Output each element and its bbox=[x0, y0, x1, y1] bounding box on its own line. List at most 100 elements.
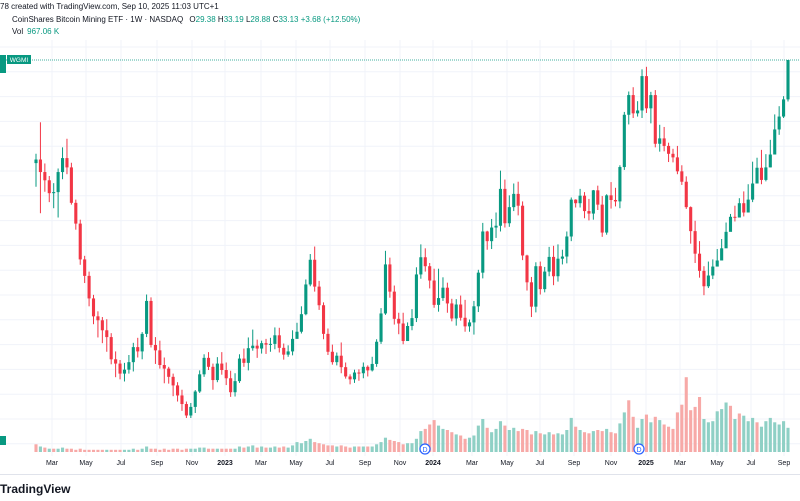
candle-body bbox=[410, 318, 414, 326]
volume-bar bbox=[419, 431, 423, 452]
x-tick-label: 2023 bbox=[217, 460, 233, 467]
x-tick-label: Sep bbox=[778, 460, 791, 467]
volume-bar bbox=[525, 430, 529, 452]
candle-body bbox=[759, 167, 764, 180]
candle-body bbox=[202, 357, 206, 375]
candle-body bbox=[153, 344, 157, 351]
candle-body bbox=[233, 381, 237, 393]
candle-body bbox=[450, 303, 454, 319]
volume-bar bbox=[167, 449, 171, 452]
candle-body bbox=[640, 76, 644, 111]
volume-bar bbox=[649, 422, 653, 452]
symbol-name[interactable]: CoinShares Bitcoin Mining ETF · 1W · NAS… bbox=[12, 15, 184, 24]
volume-bar bbox=[503, 425, 507, 452]
candle-body bbox=[273, 335, 277, 344]
volume-legend: Vol 967.06 K bbox=[12, 26, 59, 38]
candle-body bbox=[291, 338, 295, 352]
candle-body bbox=[180, 395, 184, 405]
candle-body bbox=[56, 172, 60, 193]
price-tag[interactable]: WGMI bbox=[7, 55, 31, 64]
footer: TradingView bbox=[0, 474, 800, 501]
volume-bar bbox=[220, 448, 224, 452]
candle-body bbox=[737, 203, 741, 218]
x-tick-label: Nov bbox=[186, 460, 199, 467]
volume-bar bbox=[375, 444, 379, 452]
candle-body bbox=[728, 216, 733, 232]
candle-body bbox=[706, 275, 710, 287]
candle-body bbox=[184, 404, 188, 416]
x-tick-label: Mar bbox=[466, 460, 479, 467]
candle-body bbox=[459, 304, 463, 318]
candle-body bbox=[529, 282, 533, 307]
candle-body bbox=[680, 171, 684, 182]
candle-body bbox=[742, 203, 746, 213]
volume-bar bbox=[224, 448, 228, 452]
volume-bar bbox=[445, 430, 449, 452]
volume-bar bbox=[304, 441, 308, 452]
volume-bar bbox=[229, 448, 233, 452]
volume-bar bbox=[715, 411, 719, 452]
volume-bar bbox=[578, 430, 582, 452]
volume-bar bbox=[507, 430, 511, 452]
candle-body bbox=[574, 199, 578, 204]
candle-body bbox=[472, 306, 476, 323]
candle-body bbox=[733, 216, 737, 218]
volume-bar bbox=[516, 431, 520, 452]
volume-bar bbox=[574, 426, 578, 452]
x-tick-label: May bbox=[289, 460, 303, 467]
volume-bar bbox=[291, 445, 295, 452]
candle-body bbox=[697, 253, 702, 271]
candle-body bbox=[330, 351, 334, 363]
candle-body bbox=[87, 275, 91, 299]
candle-body bbox=[441, 287, 445, 299]
volume-bar bbox=[498, 421, 503, 452]
volume-bar bbox=[742, 415, 746, 452]
candle-body bbox=[167, 368, 171, 377]
volume-bar bbox=[613, 433, 618, 452]
candle-body bbox=[636, 110, 640, 114]
price-tag-label: WGMI bbox=[10, 57, 29, 64]
x-tick-label: Jul bbox=[117, 460, 126, 467]
candle-body bbox=[618, 167, 622, 202]
volume-bar bbox=[348, 447, 352, 452]
x-tick-label: Mar bbox=[46, 460, 59, 467]
candle-body bbox=[467, 322, 472, 327]
candle-body bbox=[317, 286, 321, 306]
candle-body bbox=[43, 172, 47, 181]
candle-body bbox=[215, 363, 219, 381]
dividend-marker[interactable]: D bbox=[633, 443, 645, 455]
candle-body bbox=[552, 256, 556, 277]
volume-bar bbox=[264, 447, 268, 452]
candle-body bbox=[711, 266, 715, 276]
candle-body bbox=[494, 225, 498, 228]
candle-body bbox=[582, 195, 587, 212]
candle-body bbox=[277, 335, 281, 348]
candle-body bbox=[268, 343, 272, 345]
candle-body bbox=[658, 138, 662, 144]
candle-body bbox=[313, 259, 317, 287]
volume-bar bbox=[706, 422, 710, 452]
candle-body bbox=[220, 363, 224, 371]
volume-bar bbox=[684, 377, 688, 452]
volume-bar bbox=[313, 442, 317, 452]
volume-bar bbox=[401, 444, 405, 452]
candle-body bbox=[91, 298, 96, 317]
candle-body bbox=[47, 180, 51, 194]
volume-bar bbox=[755, 422, 759, 452]
candle-body bbox=[122, 369, 127, 374]
volume-bar bbox=[609, 432, 613, 452]
volume-bar bbox=[587, 433, 591, 452]
dividend-marker[interactable]: D bbox=[419, 443, 431, 455]
volume-bar bbox=[667, 426, 671, 452]
volume-bar bbox=[198, 447, 202, 452]
tradingview-logo[interactable]: TradingView bbox=[0, 482, 71, 496]
candle-body bbox=[397, 318, 401, 324]
candle-body bbox=[206, 357, 211, 367]
volume-bar bbox=[591, 431, 595, 452]
candle-body bbox=[605, 195, 609, 233]
candle-body bbox=[370, 363, 374, 371]
candle-body bbox=[242, 358, 246, 363]
candle-body bbox=[419, 257, 423, 275]
volume-bar bbox=[410, 443, 414, 452]
